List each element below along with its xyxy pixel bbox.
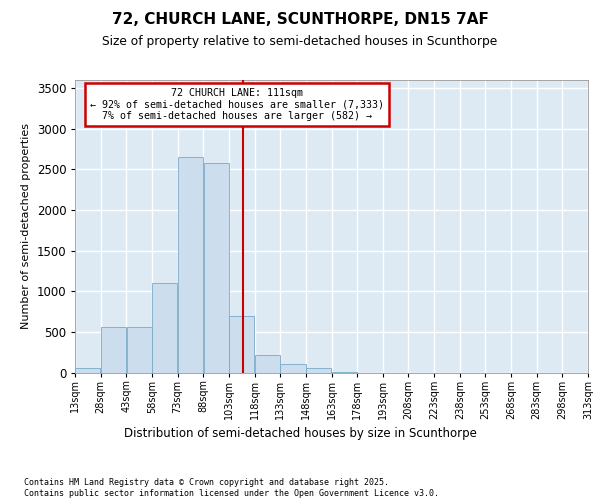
Text: 72 CHURCH LANE: 111sqm
← 92% of semi-detached houses are smaller (7,333)
7% of s: 72 CHURCH LANE: 111sqm ← 92% of semi-det… <box>91 88 385 122</box>
Bar <box>178 157 203 372</box>
Bar <box>127 327 152 372</box>
Text: Size of property relative to semi-detached houses in Scunthorpe: Size of property relative to semi-detach… <box>103 35 497 48</box>
Y-axis label: Number of semi-detached properties: Number of semi-detached properties <box>22 123 31 329</box>
Bar <box>306 368 331 372</box>
Bar <box>203 163 229 372</box>
Bar <box>229 316 254 372</box>
Bar <box>280 364 305 372</box>
Bar <box>255 354 280 372</box>
Text: Distribution of semi-detached houses by size in Scunthorpe: Distribution of semi-detached houses by … <box>124 428 476 440</box>
Text: 72, CHURCH LANE, SCUNTHORPE, DN15 7AF: 72, CHURCH LANE, SCUNTHORPE, DN15 7AF <box>112 12 488 28</box>
Text: Contains HM Land Registry data © Crown copyright and database right 2025.
Contai: Contains HM Land Registry data © Crown c… <box>24 478 439 498</box>
Bar <box>101 327 126 372</box>
Bar <box>75 368 100 372</box>
Bar <box>152 283 178 372</box>
